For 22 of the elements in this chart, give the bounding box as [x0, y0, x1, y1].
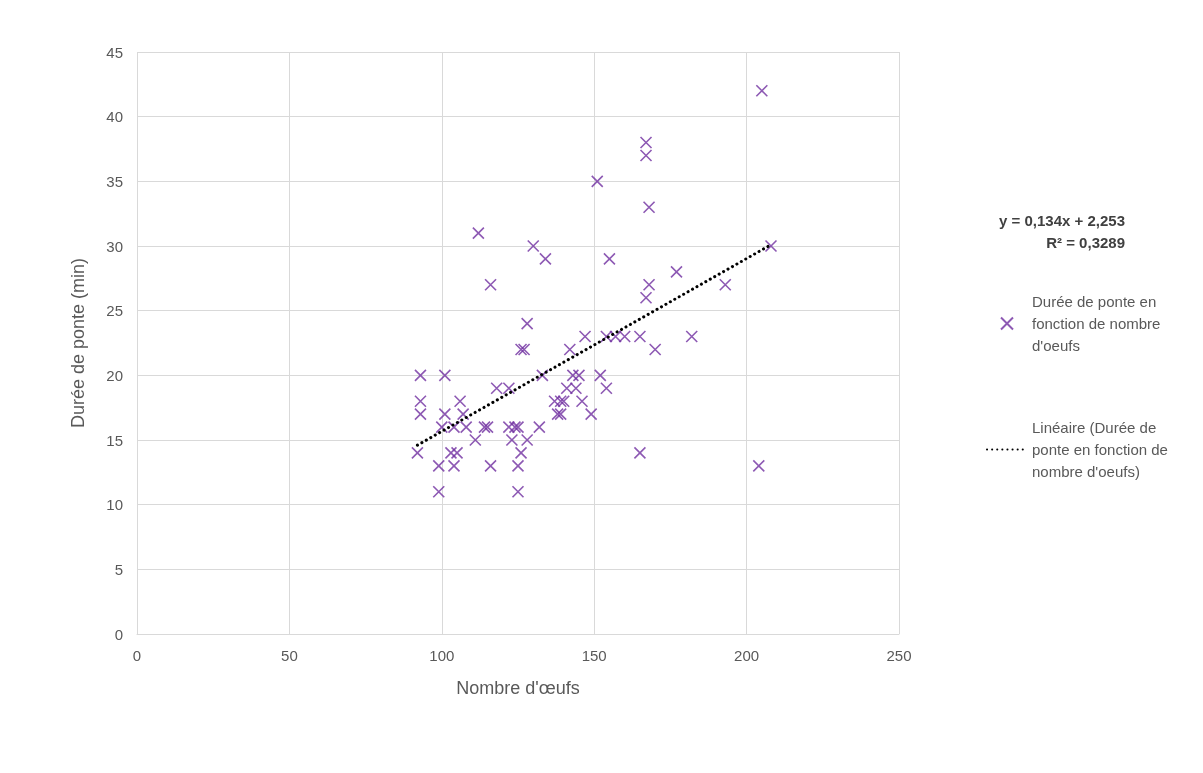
y-tick-label: 20: [106, 366, 123, 384]
text: R² = 0,3289: [1046, 234, 1126, 251]
y-tick-label: 5: [114, 560, 123, 578]
x-tick-label: 150: [581, 647, 607, 664]
y-tick-label: 25: [106, 302, 123, 320]
y-tick-label: 45: [106, 43, 123, 61]
y-tick-label: 0: [114, 625, 123, 643]
y-tick-label: 40: [106, 108, 123, 126]
y-tick-label: 15: [106, 431, 123, 449]
y-tick-label: 10: [106, 496, 123, 514]
x-tick-label: 0: [132, 647, 142, 664]
x-tick-label: 100: [429, 647, 455, 664]
legend-label: Durée de ponte en fonction de nombre d'oeufs: [1032, 293, 1165, 354]
x-tick-label: 200: [734, 647, 760, 664]
legend-label: Linéaire (Durée de ponte en fonction de nombre d'oeufs): [1032, 419, 1173, 480]
text: y = 0,134x + 2,253: [999, 212, 1126, 229]
x-axis-title: Nombre d'œufs: [456, 678, 580, 698]
y-tick-label: 30: [106, 237, 123, 255]
x-tick-label: 50: [281, 647, 298, 664]
y-tick-label: 35: [106, 172, 123, 190]
x-tick-label: 250: [886, 647, 912, 664]
y-axis-title: Durée de ponte (min): [68, 257, 88, 429]
